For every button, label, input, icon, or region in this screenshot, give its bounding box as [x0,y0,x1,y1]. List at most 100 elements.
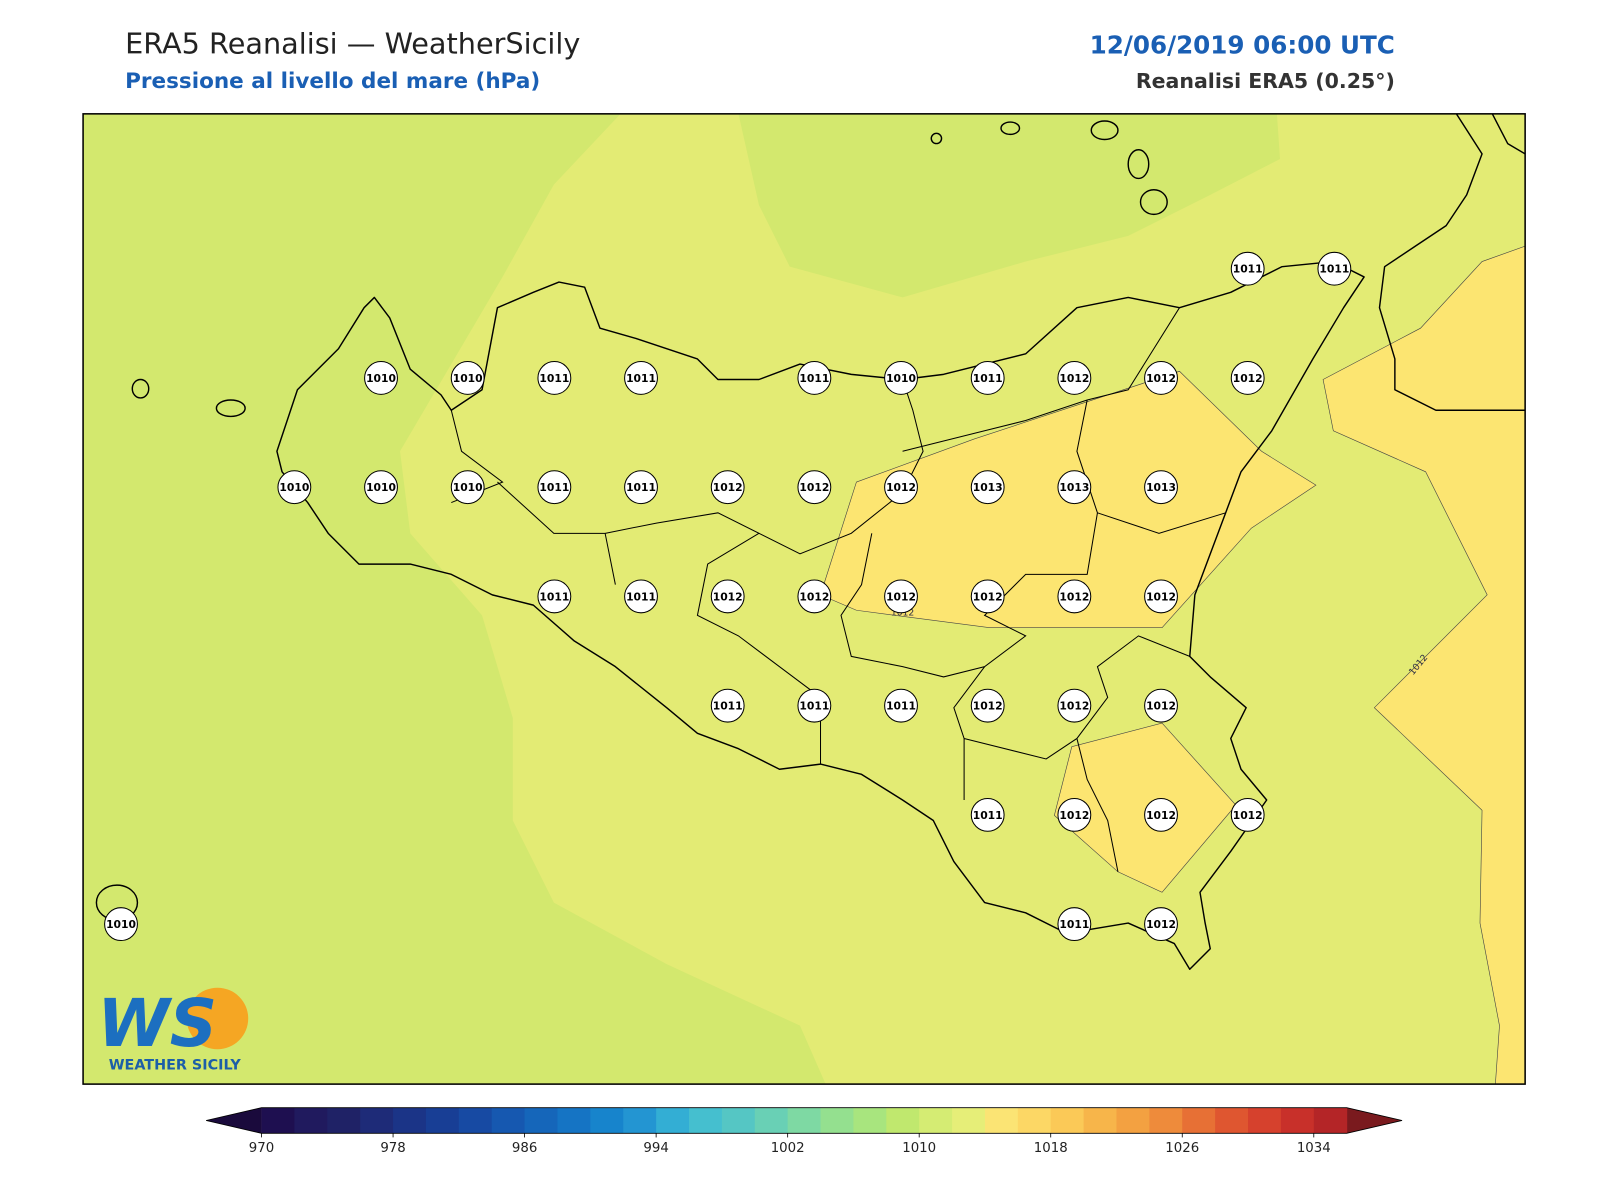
colorbar-cell [327,1107,361,1134]
pressure-band [1054,722,1237,893]
colorbar-tick-label: 986 [512,1141,537,1156]
logo-mark: WS [97,986,217,1062]
station-value: 1010 [106,918,136,931]
station-marker [884,361,918,395]
station-marker [1317,251,1352,286]
colorbar-cell [656,1107,690,1134]
subtitle: Pressione al livello del mare (hPa) [125,69,540,94]
logo-name: WEATHER SICILY [109,1058,242,1074]
station-value: 1010 [453,481,483,494]
colorbar-cell [491,1107,526,1134]
station-marker [710,688,745,723]
colorbar-cell [853,1107,887,1134]
colorbar-cell [261,1107,295,1134]
logo: WS WEATHER SICILY [97,986,249,1074]
station-marker [104,907,138,942]
station-marker [1057,688,1092,723]
station-value: 1012 [1146,809,1176,822]
colorbar-cell [952,1107,986,1134]
colorbar: 970 978 986 994 1002 1010 1018 1026 1034 [206,1107,1403,1156]
station-value: 1012 [886,481,916,494]
station-marker [1144,797,1178,832]
colorbar-extend [206,1107,262,1134]
colorbar-tick-label: 1026 [1165,1141,1199,1156]
station-value: 1011 [626,481,656,494]
station-value: 1011 [626,590,656,603]
station-marker [710,579,745,614]
colorbar-cell [1050,1107,1085,1134]
station-marker [364,470,398,505]
colorbar-cell [919,1107,953,1134]
station-value: 1011 [539,590,569,603]
colorbar-cell [886,1107,920,1134]
colorbar-cell [787,1107,822,1134]
station-marker [1230,251,1265,286]
station-marker [1057,470,1092,505]
title: ERA5 Reanalisi — WeatherSicily [125,26,580,60]
station-value: 1012 [1059,590,1089,603]
station-value: 1013 [1059,481,1089,494]
colorbar-cell [1280,1107,1315,1134]
station-marker [624,470,658,505]
station-value: 1012 [1233,372,1263,385]
colorbar-tick-label: 1010 [902,1141,936,1156]
station-value: 1011 [886,700,916,713]
station-marker [450,361,485,395]
station-marker [624,361,658,395]
colorbar-cell [1149,1107,1183,1134]
station-marker [970,470,1005,505]
colorbar-cell [754,1107,789,1134]
station-value: 1013 [973,481,1003,494]
logo-sun [186,987,249,1050]
station-marker [537,361,572,395]
station-value: 1010 [366,372,396,385]
colorbar-cell [721,1107,756,1134]
colorbar-cell [1116,1107,1150,1134]
colorbar-cell [360,1107,394,1134]
station-value: 1012 [799,590,829,603]
station-marker [1057,797,1092,832]
station-marker [884,470,918,505]
datetime: 12/06/2019 06:00 UTC [1090,30,1395,59]
station-value: 1010 [366,481,396,494]
colorbar-cell [557,1107,591,1134]
colorbar-tick-label: 970 [249,1141,274,1156]
station-marker [1144,688,1178,723]
station-marker [1230,361,1265,395]
station-marker [884,688,918,723]
station-marker [537,470,572,505]
colorbar-cell [1017,1107,1052,1134]
station-value: 1012 [973,590,1003,603]
station-marker [277,470,312,505]
station-value: 1011 [1059,918,1089,931]
station-marker [970,579,1005,614]
station-marker [710,470,745,505]
station-value: 1012 [1146,590,1176,603]
station-value: 1012 [1146,700,1176,713]
island [215,399,246,418]
colorbar-cell [984,1107,1019,1134]
colorbar-tick-label: 1018 [1034,1141,1068,1156]
colorbar-extend [1346,1107,1403,1134]
station-value: 1011 [1233,263,1263,276]
island [131,378,150,399]
station-marker [537,579,572,614]
station-value: 1010 [886,372,916,385]
station-marker [1057,579,1092,614]
station-marker [797,688,832,723]
station-value: 1011 [973,809,1003,822]
island [1000,121,1021,136]
station-marker [797,579,832,614]
station-value: 1011 [973,372,1003,385]
station-value: 1012 [713,590,743,603]
colorbar-cell [1215,1107,1249,1134]
station-value: 1012 [1233,809,1263,822]
colorbar-tick-label: 994 [643,1141,668,1156]
station-marker [970,797,1005,832]
station-marker [1144,361,1178,395]
station-marker [1144,579,1178,614]
island [1139,189,1168,216]
station-value: 1011 [799,372,829,385]
station-marker [797,470,832,505]
